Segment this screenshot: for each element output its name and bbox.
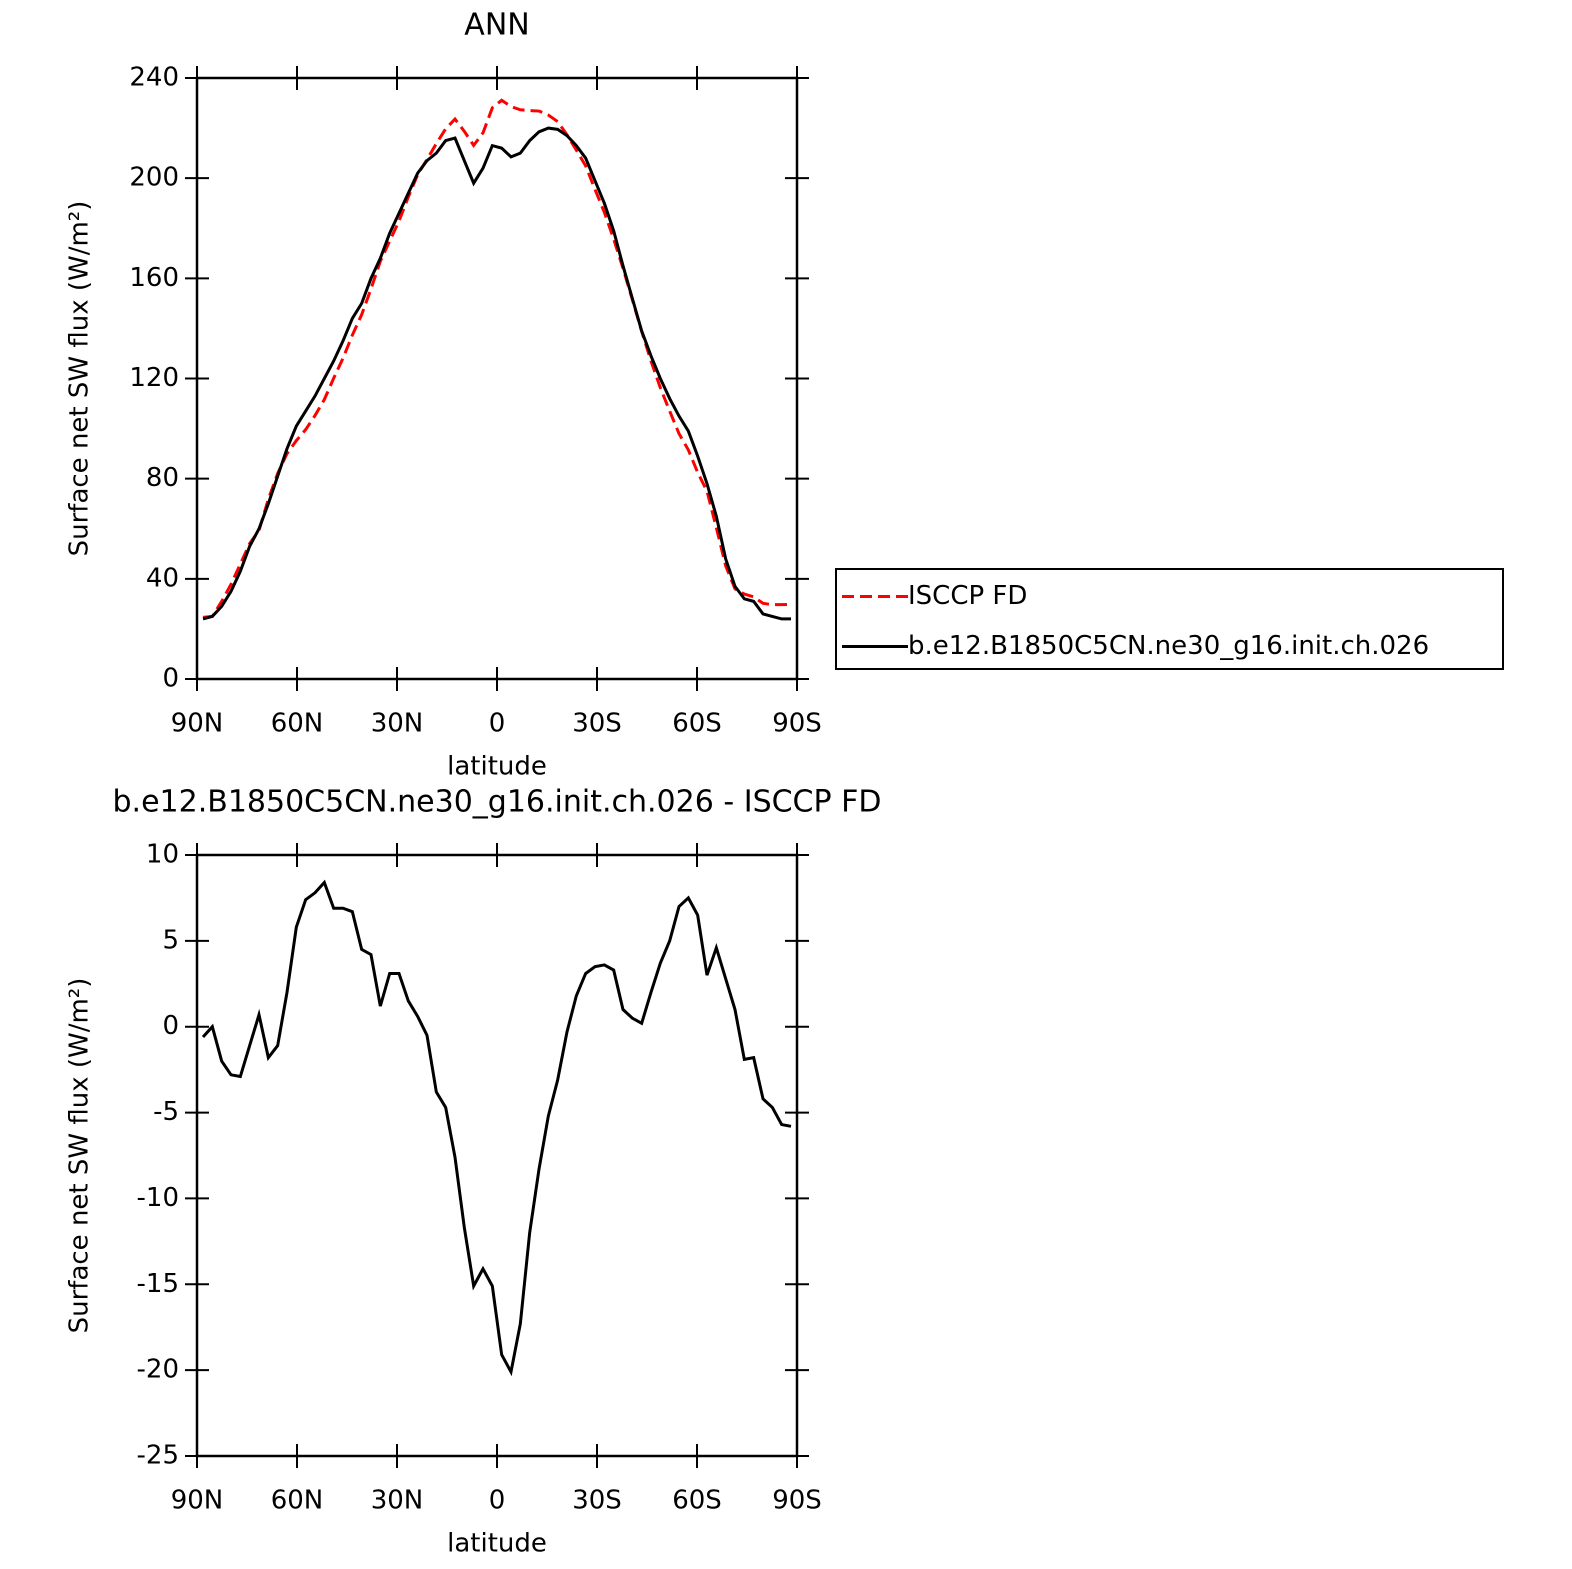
y-tick-label: 80 bbox=[146, 463, 179, 493]
y-tick-label: 5 bbox=[162, 925, 179, 955]
x-tick-label: 60S bbox=[672, 1486, 722, 1516]
x-tick-label: 60N bbox=[271, 1486, 324, 1516]
y-tick-label: 240 bbox=[129, 63, 179, 93]
y-tick-label: 0 bbox=[162, 664, 179, 694]
y-axis-label: Surface net SW flux (W/m²) bbox=[65, 978, 95, 1334]
x-tick-label: 0 bbox=[489, 709, 506, 739]
y-tick-label: 120 bbox=[129, 363, 179, 393]
y-tick-label: 40 bbox=[146, 563, 179, 593]
x-tick-label: 60S bbox=[672, 709, 722, 739]
y-tick-label: 10 bbox=[146, 840, 179, 870]
data-line bbox=[202, 126, 791, 621]
x-tick-label: 90S bbox=[772, 709, 822, 739]
data-line bbox=[201, 879, 792, 1377]
x-tick-label: 30S bbox=[572, 1486, 622, 1516]
legend-label: ISCCP FD bbox=[908, 581, 1027, 611]
data-line bbox=[202, 98, 792, 619]
y-tick-label: 200 bbox=[129, 163, 179, 193]
plot-frame bbox=[195, 76, 799, 681]
y-tick-label: -15 bbox=[137, 1269, 179, 1299]
plot-frame bbox=[195, 853, 799, 1458]
x-tick-label: 0 bbox=[489, 1486, 506, 1516]
y-tick-label: -20 bbox=[137, 1355, 179, 1385]
x-axis-label: latitude bbox=[447, 752, 547, 782]
x-tick-label: 30S bbox=[572, 709, 622, 739]
x-tick-label: 90N bbox=[171, 709, 224, 739]
legend-label: b.e12.B1850C5CN.ne30_g16.init.ch.026 bbox=[908, 631, 1429, 661]
y-tick-label: -5 bbox=[153, 1097, 179, 1127]
y-tick-label: 0 bbox=[162, 1011, 179, 1041]
x-axis-label: latitude bbox=[447, 1529, 547, 1559]
x-tick-label: 90N bbox=[171, 1486, 224, 1516]
x-tick-label: 90S bbox=[772, 1486, 822, 1516]
x-tick-label: 30N bbox=[371, 709, 424, 739]
y-tick-label: -10 bbox=[137, 1183, 179, 1213]
y-axis-label: Surface net SW flux (W/m²) bbox=[65, 201, 95, 557]
chart-title: b.e12.B1850C5CN.ne30_g16.init.ch.026 - I… bbox=[113, 785, 882, 820]
y-tick-label: 160 bbox=[129, 263, 179, 293]
x-tick-label: 60N bbox=[271, 709, 324, 739]
y-tick-label: -25 bbox=[137, 1441, 179, 1471]
chart-title: ANN bbox=[464, 8, 529, 43]
x-tick-label: 30N bbox=[371, 1486, 424, 1516]
legend-box bbox=[835, 568, 1504, 670]
